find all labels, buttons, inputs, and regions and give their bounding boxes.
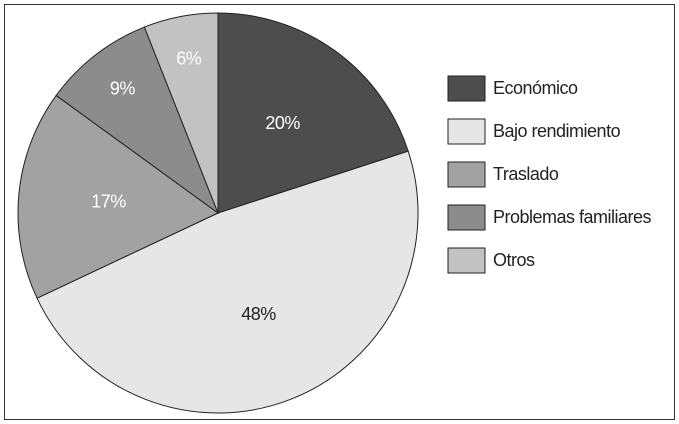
legend-label: Traslado [493,164,559,184]
legend-swatch [447,75,486,102]
pie-slice [17,94,219,299]
legend-label: Económico [493,78,578,98]
legend-swatch [447,118,486,145]
pie-slice [36,150,419,414]
legend-swatch [447,204,486,231]
value-label: 20% [265,113,300,133]
legend-swatch [447,161,486,188]
pie-slice [143,12,219,214]
pie-slice [217,12,409,214]
pie-slice [55,26,220,215]
value-label: 6% [176,49,202,69]
legend-label: Problemas familiares [493,207,652,227]
value-label: 17% [91,191,126,211]
legend-label: Otros [493,250,535,270]
legend-swatch [447,247,486,274]
value-label: 9% [110,78,136,98]
value-label: 48% [241,304,276,324]
legend-label: Bajo rendimiento [493,121,621,141]
